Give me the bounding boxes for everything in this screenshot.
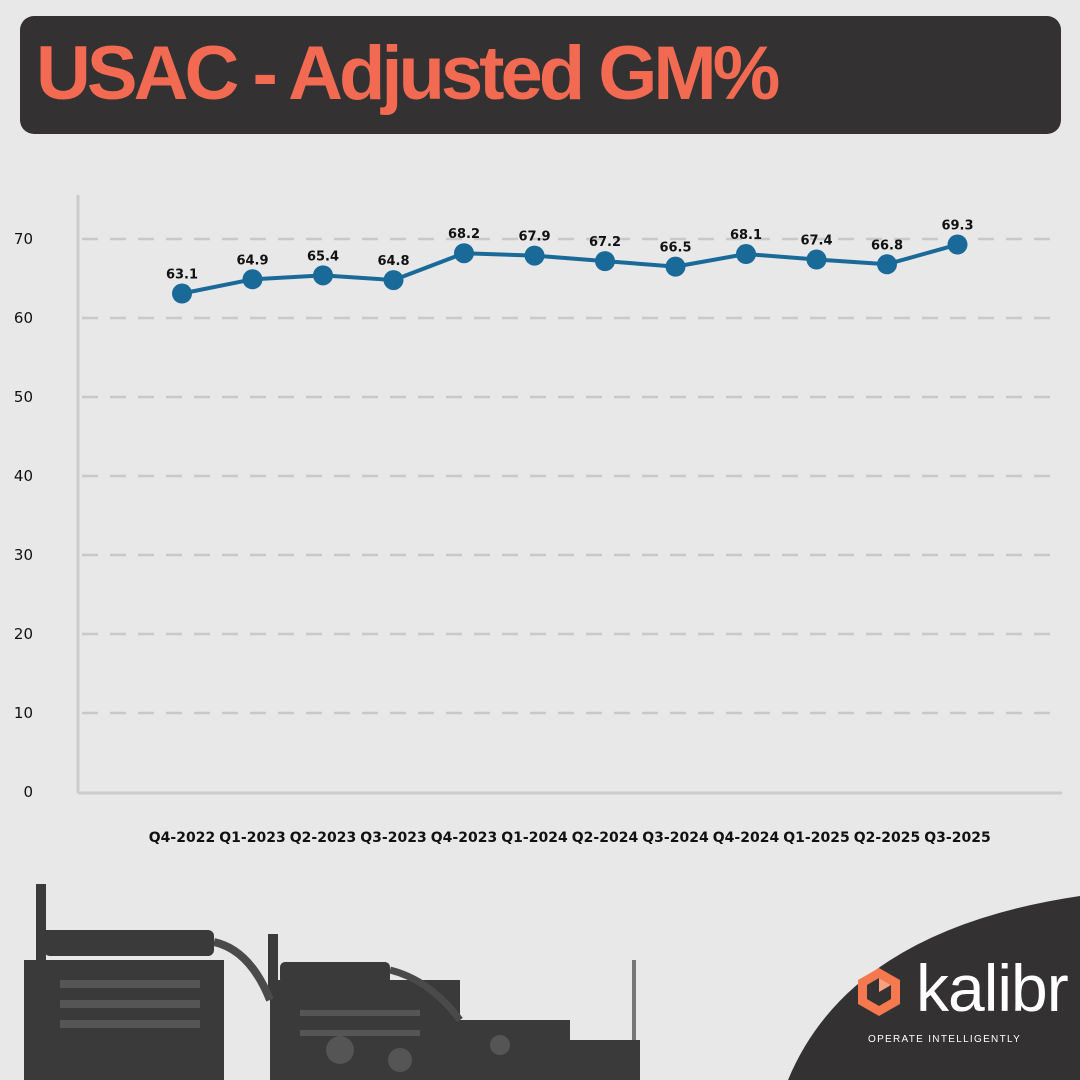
data-label: 64.8 [377, 254, 409, 269]
grid-lines [82, 237, 1052, 715]
x-tick-label: Q2-2024 [572, 830, 639, 846]
y-tick-label: 60 [14, 309, 33, 327]
data-labels: 63.1 64.9 65.4 64.8 68.2 67.9 67.2 66.5 68.1 67.4… [166, 219, 974, 283]
data-point [665, 256, 686, 277]
x-tick-label: Q3-2023 [360, 830, 426, 846]
data-points [172, 234, 968, 304]
x-tick-label: Q3-2025 [924, 830, 990, 846]
hexagon-logo-icon [858, 968, 900, 1016]
data-point [947, 234, 968, 255]
y-tick-labels: 0 10 20 30 40 50 60 70 [14, 230, 33, 801]
data-label: 63.1 [166, 268, 198, 283]
y-tick-label: 50 [14, 388, 33, 406]
y-tick-label: 20 [14, 625, 33, 643]
data-label: 66.8 [871, 238, 903, 253]
data-point [595, 251, 615, 272]
data-point [524, 245, 545, 266]
data-point [242, 269, 263, 290]
x-tick-label: Q1-2023 [219, 830, 285, 846]
data-label: 67.4 [800, 234, 832, 249]
y-tick-label: 30 [14, 546, 33, 564]
data-point [313, 265, 333, 286]
brand-name: kalibr [916, 951, 1069, 1025]
y-tick-label: 10 [14, 704, 33, 722]
data-label: 68.2 [448, 227, 480, 242]
data-point [383, 270, 404, 291]
machinery-photo [24, 884, 640, 1080]
page-title: USAC - Adjusted GM% [36, 31, 780, 116]
y-tick-label: 70 [14, 230, 33, 248]
x-tick-label: Q2-2025 [854, 830, 920, 846]
data-point [806, 249, 827, 270]
data-point [172, 283, 192, 304]
x-tick-labels: Q4-2022 Q1-2023 Q2-2023 Q3-2023 Q4-2023 Q1-20… [149, 830, 991, 846]
y-tick-label: 40 [14, 467, 33, 485]
data-label: 67.9 [518, 230, 550, 245]
x-tick-label: Q4-2022 [149, 830, 215, 846]
data-label: 67.2 [589, 235, 621, 250]
x-tick-label: Q3-2024 [642, 830, 709, 846]
title-bar: USAC - Adjusted GM% [20, 16, 1061, 134]
series-line [181, 242, 959, 296]
x-tick-label: Q1-2024 [501, 830, 568, 846]
x-tick-label: Q4-2024 [713, 830, 780, 846]
x-tick-label: Q1-2025 [783, 830, 849, 846]
data-point [454, 243, 474, 264]
series-line [181, 242, 959, 296]
x-tick-label: Q4-2023 [431, 830, 497, 846]
data-label: 64.9 [236, 253, 268, 268]
y-tick-label: 0 [23, 783, 33, 801]
data-label: 65.4 [307, 249, 339, 264]
x-tick-label: Q2-2023 [290, 830, 356, 846]
data-point [736, 244, 756, 265]
data-point [877, 254, 897, 275]
data-label: 69.3 [941, 219, 973, 234]
data-label: 68.1 [730, 228, 762, 243]
brand-tagline: OPERATE INTELLIGENTLY [868, 1034, 1022, 1045]
data-label: 66.5 [659, 241, 691, 256]
